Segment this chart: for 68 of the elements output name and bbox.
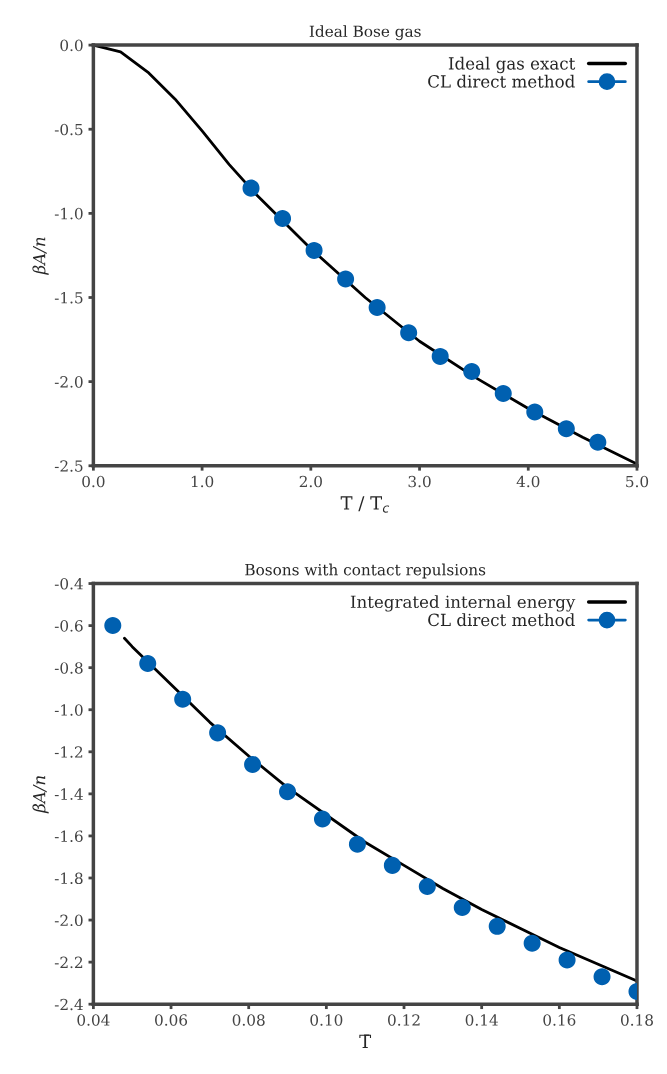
- point: [463, 363, 481, 381]
- point: [274, 209, 292, 227]
- chart-title: Ideal Bose gas: [309, 25, 421, 41]
- point: [242, 179, 260, 197]
- y-axis-title: βA/n: [32, 776, 49, 814]
- point: [418, 877, 436, 895]
- x-tick-label: 0.18: [620, 1014, 653, 1026]
- x-tick-label: 3.0: [408, 475, 431, 488]
- y-tick-label: -0.4: [54, 578, 83, 590]
- x-tick-label: 4.0: [516, 475, 540, 488]
- point: [104, 617, 122, 635]
- point: [139, 654, 157, 672]
- point: [431, 347, 449, 365]
- point: [348, 835, 366, 853]
- y-tick-label: -2.4: [54, 998, 83, 1011]
- y-tick-label: -1.8: [54, 872, 83, 885]
- y-tick-label: -0.5: [54, 123, 83, 136]
- y-axis-title: βA/n: [32, 237, 49, 275]
- x-tick-label: 0.04: [77, 1014, 110, 1026]
- point: [305, 241, 323, 259]
- x-axis-title: T / T$_{c}$: [340, 496, 390, 513]
- y-tick-label: -2.0: [54, 914, 83, 927]
- point: [593, 968, 611, 986]
- point: [244, 755, 262, 773]
- x-tick-label: 0.08: [232, 1014, 265, 1026]
- y-tick-label: -1.5: [54, 291, 83, 304]
- x-tick-label: 1.0: [191, 475, 214, 488]
- point: [383, 856, 401, 874]
- point: [558, 951, 576, 969]
- x-tick-label: 0.0: [82, 475, 105, 488]
- point: [209, 724, 227, 742]
- chart-title: Bosons with contact repulsions: [245, 563, 486, 579]
- y-tick-label: -2.5: [54, 460, 83, 472]
- y-tick-label: -2.2: [54, 956, 83, 969]
- y-tick-label: -1.0: [54, 704, 83, 716]
- y-tick-label: -0.6: [54, 620, 83, 632]
- x-tick-label: 5.0: [626, 475, 649, 488]
- x-tick-label: 0.16: [543, 1014, 576, 1026]
- x-tick-label: 2.0: [299, 475, 322, 488]
- y-tick-label: -1.2: [54, 746, 83, 758]
- point: [337, 270, 355, 288]
- point: [523, 934, 541, 952]
- y-tick-label: -0.8: [54, 662, 83, 674]
- x-tick-label: 0.12: [388, 1014, 420, 1026]
- x-tick-label: 0.14: [465, 1014, 498, 1026]
- point: [494, 384, 512, 402]
- point: [526, 403, 544, 421]
- point: [313, 810, 331, 828]
- y-tick-label: -1.6: [54, 830, 83, 842]
- legend-label: CL direct method: [428, 613, 575, 627]
- point: [279, 783, 297, 801]
- point: [557, 420, 575, 438]
- y-tick-label: 0.0: [60, 39, 83, 52]
- y-tick-label: -2.0: [54, 376, 83, 388]
- legend-label: Integrated internal energy: [350, 595, 576, 612]
- point: [174, 690, 192, 708]
- legend-label: CL direct method: [428, 74, 575, 88]
- point: [368, 299, 386, 317]
- y-tick-label: -1.4: [54, 788, 83, 800]
- point: [589, 433, 607, 451]
- x-tick-label: 0.10: [310, 1014, 343, 1026]
- point: [488, 917, 506, 935]
- x-tick-label: 0.06: [155, 1014, 188, 1026]
- y-tick-label: -1.0: [54, 207, 83, 220]
- point: [453, 898, 471, 916]
- point: [400, 324, 418, 342]
- x-axis-title: T̄: [359, 1034, 372, 1048]
- legend-label: Ideal gas exact: [448, 56, 576, 74]
